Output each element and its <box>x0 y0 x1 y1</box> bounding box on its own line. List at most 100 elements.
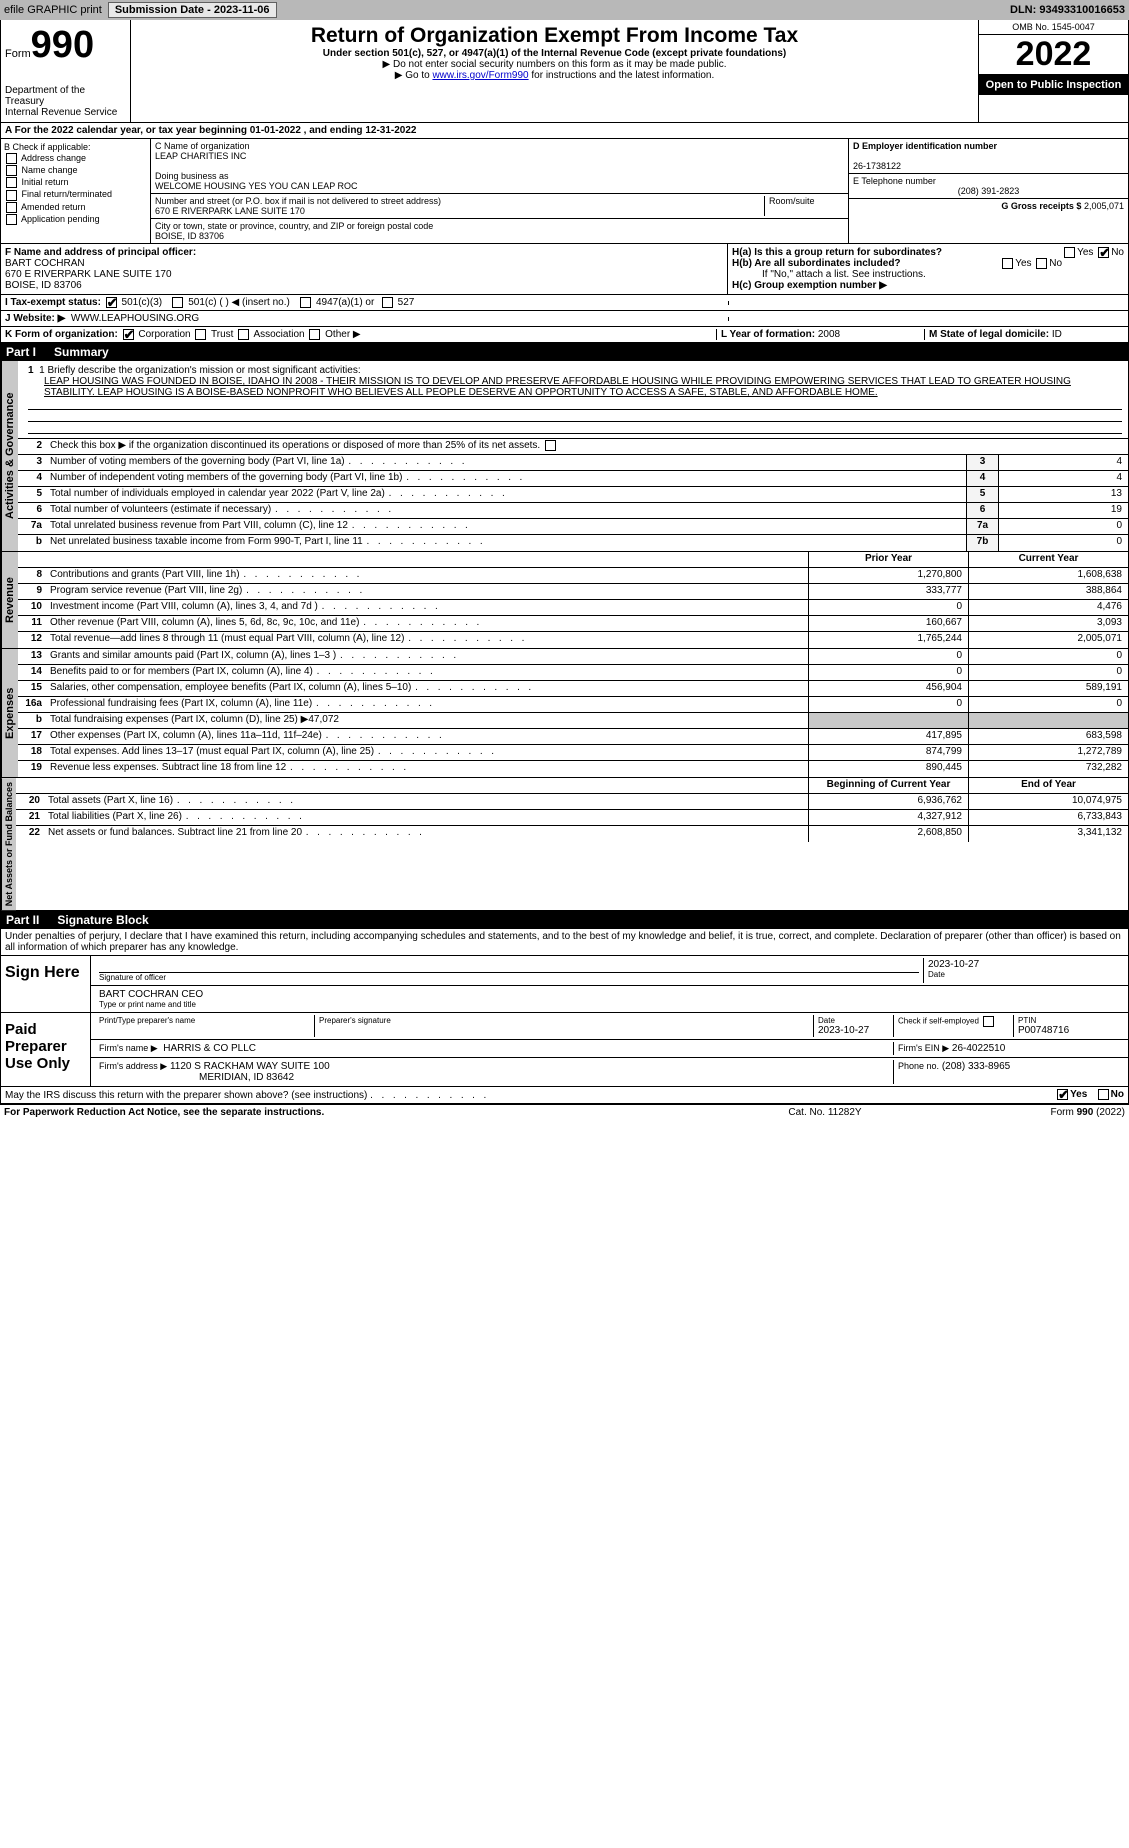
room-label: Room/suite <box>764 196 844 216</box>
chk-501c[interactable] <box>172 297 183 308</box>
expenses-side-label: Expenses <box>1 649 18 777</box>
hb-no-label: No <box>1049 258 1062 269</box>
part1-title: Summary <box>54 345 109 359</box>
chk-trust[interactable] <box>195 329 206 340</box>
form-number: 990 <box>31 24 94 66</box>
table-row: 11Other revenue (Part VIII, column (A), … <box>18 616 1128 632</box>
netassets-section: Net Assets or Fund Balances Beginning of… <box>0 778 1129 911</box>
sign-date-label: Date <box>928 970 1120 979</box>
mission-text: LEAP HOUSING WAS FOUNDED IN BOISE, IDAHO… <box>28 376 1122 398</box>
firm-phone: (208) 333-8965 <box>942 1061 1010 1072</box>
chk-amended-return-label: Amended return <box>21 202 86 212</box>
ha-no-checkbox[interactable] <box>1098 247 1109 258</box>
part2-title: Signature Block <box>57 913 148 927</box>
chk-501c3[interactable] <box>106 297 117 308</box>
hb-no-checkbox[interactable] <box>1036 258 1047 269</box>
chk-corporation[interactable] <box>123 329 134 340</box>
submission-date-button[interactable]: Submission Date - 2023-11-06 <box>108 2 277 18</box>
form-title: Return of Organization Exempt From Incom… <box>137 24 972 48</box>
prior-year-header: Prior Year <box>808 552 968 567</box>
dept-label: Department of the Treasury <box>5 85 126 107</box>
ha-label: H(a) Is this a group return for subordin… <box>732 247 942 258</box>
bcd-block: B Check if applicable: Address change Na… <box>0 139 1129 244</box>
table-row: 15Salaries, other compensation, employee… <box>18 681 1128 697</box>
table-row: 12Total revenue—add lines 8 through 11 (… <box>18 632 1128 648</box>
firm-addr1: 1120 S RACKHAM WAY SUITE 100 <box>170 1061 330 1072</box>
table-row: 8Contributions and grants (Part VIII, li… <box>18 568 1128 584</box>
form-left-box: Form990 Department of the Treasury Inter… <box>1 20 131 122</box>
chk-address-change[interactable]: Address change <box>4 153 147 164</box>
table-row: 4Number of independent voting members of… <box>18 471 1128 487</box>
opt-501c: 501(c) ( ) ◀ (insert no.) <box>188 297 290 308</box>
chk-initial-return[interactable]: Initial return <box>4 177 147 188</box>
table-row: 20Total assets (Part X, line 16)6,936,76… <box>16 794 1128 810</box>
firm-addr-label: Firm's address ▶ <box>99 1061 167 1071</box>
chk-4947[interactable] <box>300 297 311 308</box>
hb-yes-checkbox[interactable] <box>1002 258 1013 269</box>
ptin-value: P00748716 <box>1018 1025 1120 1036</box>
chk-association[interactable] <box>238 329 249 340</box>
jurat-text: Under penalties of perjury, I declare th… <box>0 929 1129 956</box>
discuss-yes: Yes <box>1070 1090 1087 1101</box>
phone-label: E Telephone number <box>853 176 1124 186</box>
chk-application-pending[interactable]: Application pending <box>4 214 147 225</box>
begin-year-header: Beginning of Current Year <box>808 778 968 793</box>
discuss-no-checkbox[interactable] <box>1098 1089 1109 1100</box>
ha-row: H(a) Is this a group return for subordin… <box>732 247 1124 258</box>
mission-label: 1 Briefly describe the organization's mi… <box>39 365 361 376</box>
footer-center: Cat. No. 11282Y <box>725 1107 925 1118</box>
part1-header: Part I Summary <box>0 343 1129 361</box>
chk-discontinued[interactable] <box>545 440 556 451</box>
note2-post: for instructions and the latest informat… <box>529 70 715 81</box>
dba-value: WELCOME HOUSING YES YOU CAN LEAP ROC <box>155 181 844 191</box>
form-right-box: OMB No. 1545-0047 2022 Open to Public In… <box>978 20 1128 122</box>
preparer-block: Paid Preparer Use Only Print/Type prepar… <box>0 1013 1129 1087</box>
table-row: 3Number of voting members of the governi… <box>18 455 1128 471</box>
revenue-side-label: Revenue <box>1 552 18 648</box>
line-i-label: I Tax-exempt status: <box>5 297 101 308</box>
chk-address-change-label: Address change <box>21 153 86 163</box>
gross-value: 2,005,071 <box>1084 201 1124 211</box>
opt-other: Other ▶ <box>325 329 360 340</box>
fh-block: F Name and address of principal officer:… <box>0 244 1129 295</box>
footer-left: For Paperwork Reduction Act Notice, see … <box>4 1107 725 1118</box>
irs-link[interactable]: www.irs.gov/Form990 <box>432 70 528 81</box>
table-row: 17Other expenses (Part IX, column (A), l… <box>18 729 1128 745</box>
prep-date-label: Date <box>818 1016 889 1025</box>
officer-name-title: BART COCHRAN CEO <box>99 989 1120 1000</box>
discuss-question: May the IRS discuss this return with the… <box>5 1090 367 1101</box>
chk-final-return[interactable]: Final return/terminated <box>4 189 147 200</box>
discuss-yes-checkbox[interactable] <box>1057 1089 1068 1100</box>
ha-yes-checkbox[interactable] <box>1064 247 1075 258</box>
website-value: WWW.LEAPHOUSING.ORG <box>71 313 199 324</box>
table-row: 19Revenue less expenses. Subtract line 1… <box>18 761 1128 777</box>
hc-label: H(c) Group exemption number ▶ <box>732 280 887 291</box>
officer-addr2: BOISE, ID 83706 <box>5 280 82 291</box>
prep-sig-label: Preparer's signature <box>319 1016 809 1025</box>
chk-527[interactable] <box>382 297 393 308</box>
chk-initial-return-label: Initial return <box>22 177 69 187</box>
q2-label: Check this box ▶ if the organization dis… <box>50 440 540 451</box>
table-row: 5Total number of individuals employed in… <box>18 487 1128 503</box>
officer-addr1: 670 E RIVERPARK LANE SUITE 170 <box>5 269 172 280</box>
chk-amended-return[interactable]: Amended return <box>4 202 147 213</box>
box-b: B Check if applicable: Address change Na… <box>1 139 151 243</box>
chk-application-pending-label: Application pending <box>21 214 100 224</box>
table-row: 14Benefits paid to or for members (Part … <box>18 665 1128 681</box>
chk-name-change[interactable]: Name change <box>4 165 147 176</box>
addr-value: 670 E RIVERPARK LANE SUITE 170 <box>155 206 764 216</box>
footer: For Paperwork Reduction Act Notice, see … <box>0 1104 1129 1120</box>
firm-ein-label: Firm's EIN ▶ <box>898 1043 949 1053</box>
opt-corporation: Corporation <box>138 329 190 340</box>
irs-label: Internal Revenue Service <box>5 107 126 118</box>
chk-self-employed[interactable] <box>983 1016 994 1027</box>
governance-side-label: Activities & Governance <box>1 361 18 551</box>
opt-4947: 4947(a)(1) or <box>316 297 374 308</box>
prep-self-employed: Check if self-employed <box>898 1017 979 1026</box>
box-f-label: F Name and address of principal officer: <box>5 247 196 258</box>
chk-other[interactable] <box>309 329 320 340</box>
table-row: 7aTotal unrelated business revenue from … <box>18 519 1128 535</box>
table-row: 16aProfessional fundraising fees (Part I… <box>18 697 1128 713</box>
revenue-section: Revenue Prior Year Current Year 8Contrib… <box>0 552 1129 649</box>
firm-name: HARRIS & CO PLLC <box>163 1043 256 1054</box>
